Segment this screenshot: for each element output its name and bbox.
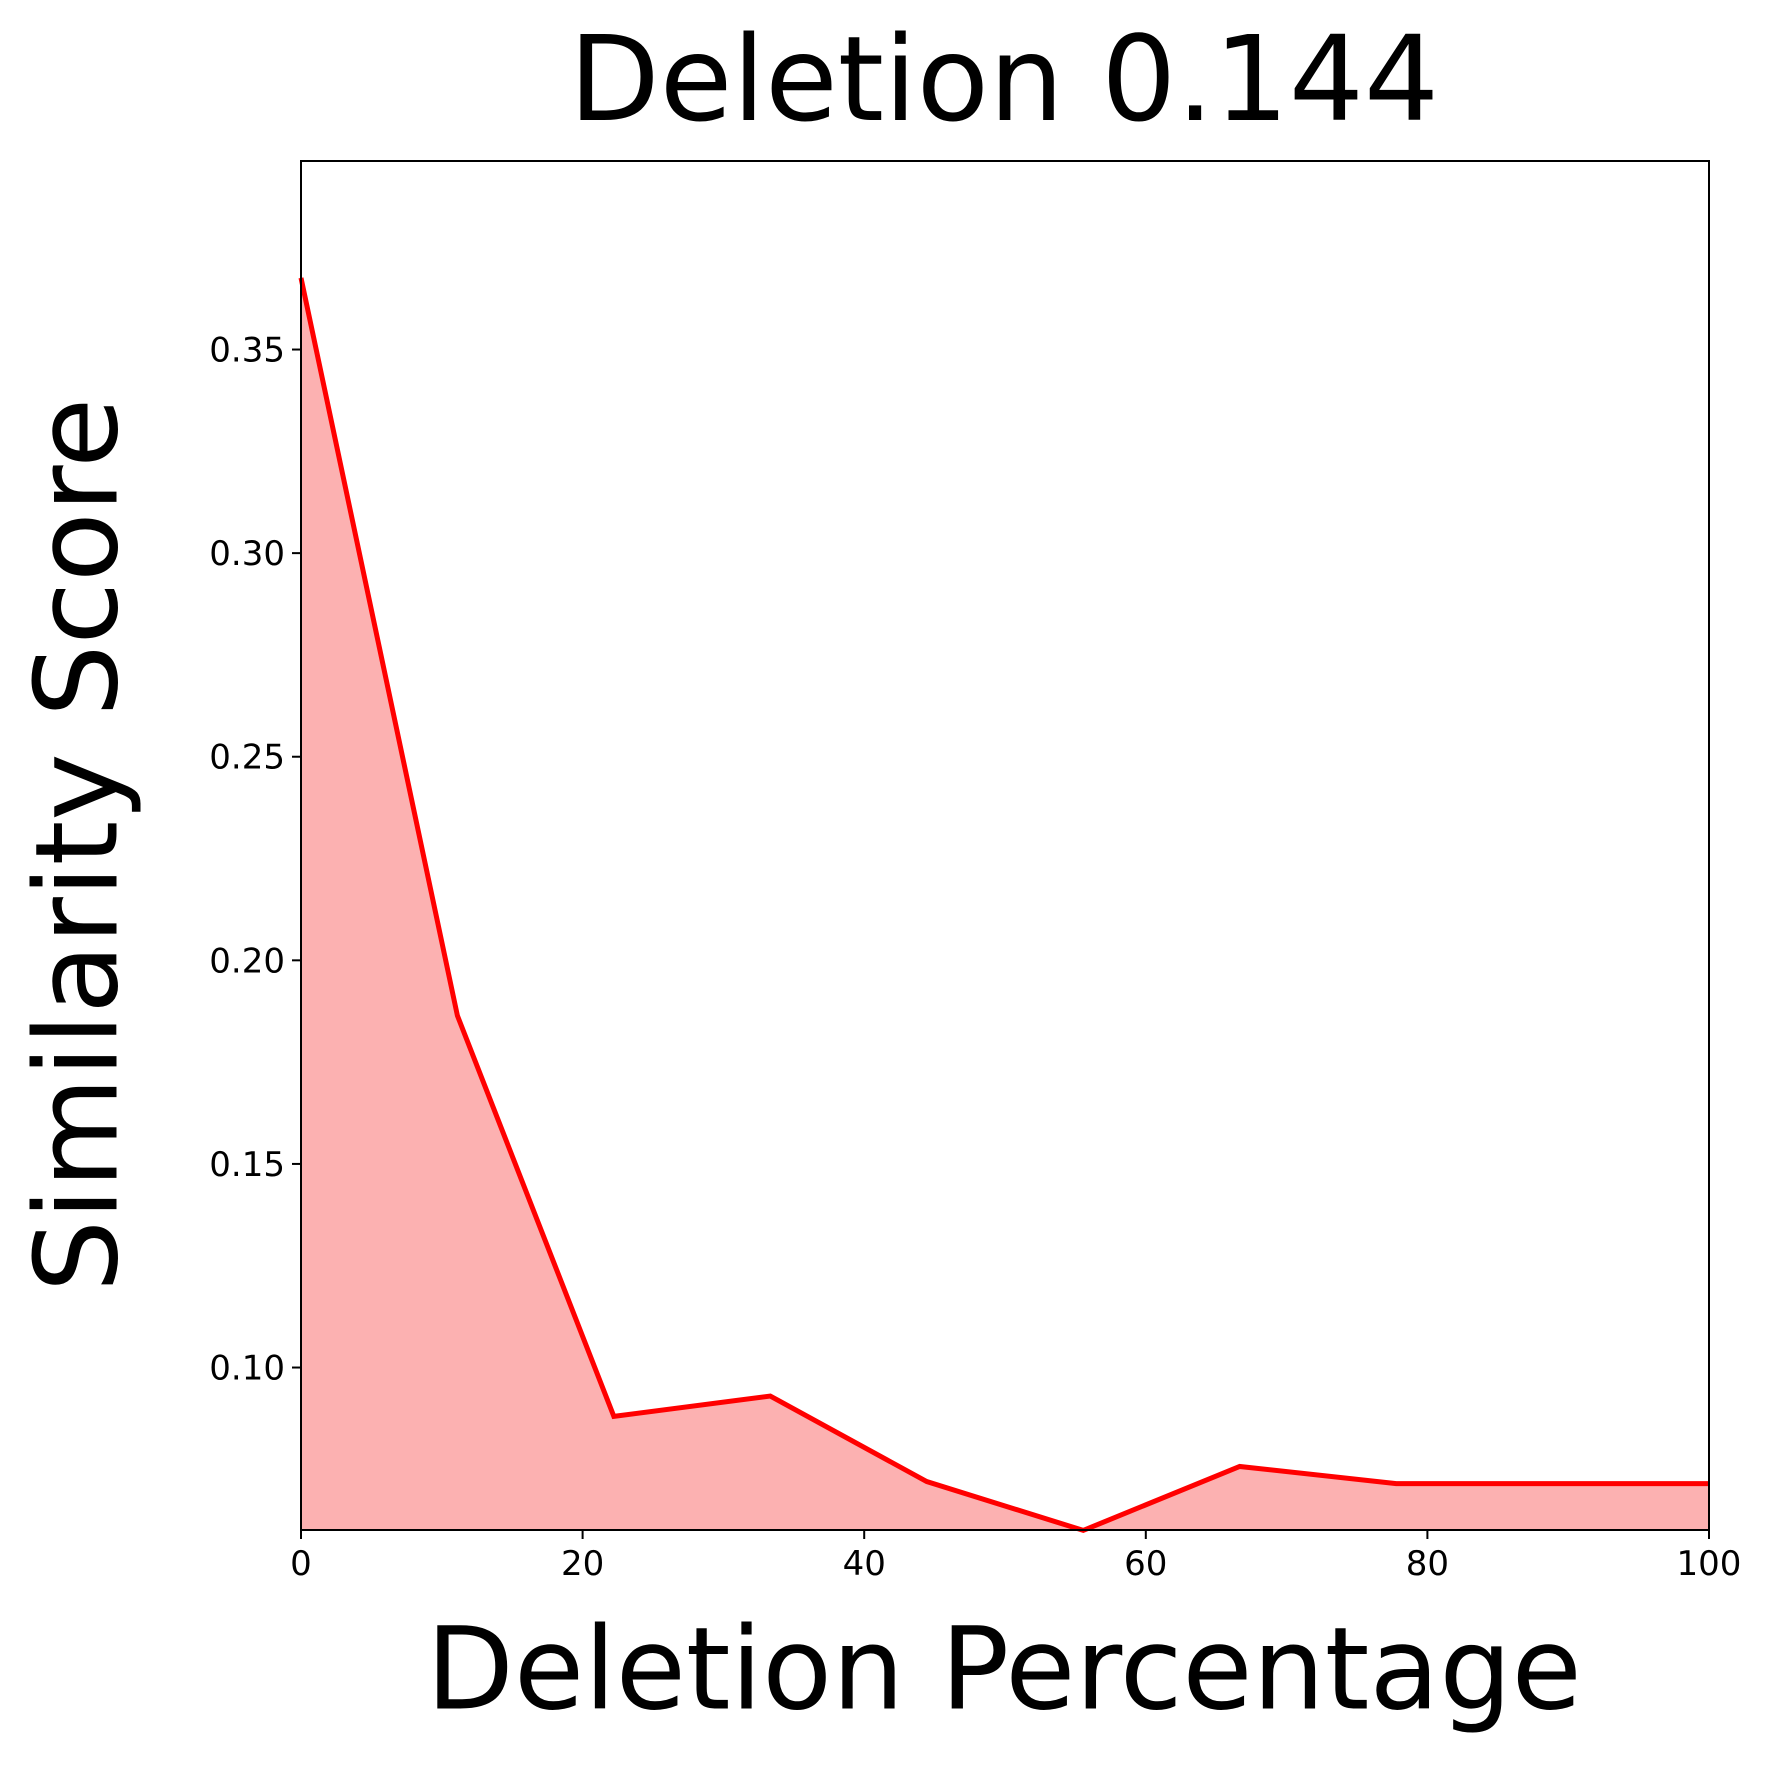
x-tick-label: 40 <box>843 1544 886 1584</box>
y-tick-label: 0.30 <box>209 534 285 574</box>
y-tick-label: 0.25 <box>209 738 285 778</box>
line <box>298 277 1709 1534</box>
y-tick-label: 0.10 <box>209 1349 285 1389</box>
plot-frame <box>300 160 1710 1531</box>
x-tick-label: 0 <box>290 1544 312 1584</box>
x-tick-label: 80 <box>1406 1544 1449 1584</box>
x-tick-label: 100 <box>1677 1544 1742 1584</box>
y-tick-label: 0.20 <box>209 941 285 981</box>
y-tick-label: 0.15 <box>209 1145 285 1185</box>
y-axis-label: Similarity Score <box>10 398 143 1293</box>
x-tick-label: 60 <box>1124 1544 1167 1584</box>
y-tick-label: 0.35 <box>209 331 285 371</box>
x-axis-label: Deletion Percentage <box>426 1602 1582 1735</box>
chart-title: Deletion 0.144 <box>569 10 1439 148</box>
area-fill <box>301 277 1709 1531</box>
x-tick-label: 20 <box>561 1544 604 1584</box>
